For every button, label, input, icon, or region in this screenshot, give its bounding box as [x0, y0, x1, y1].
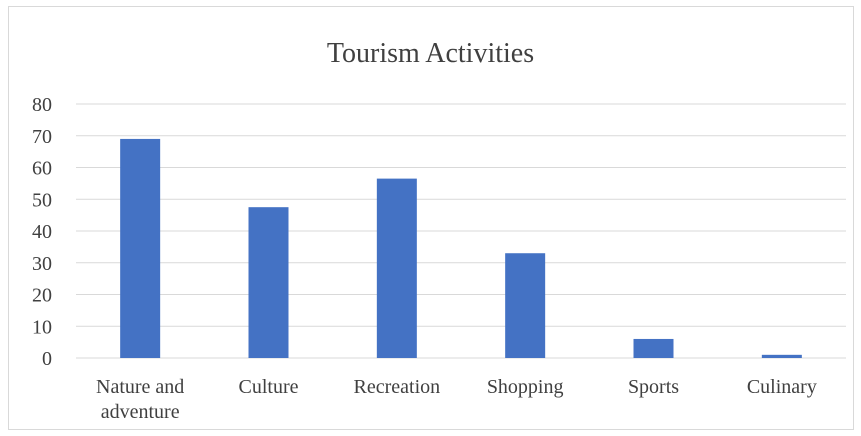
y-tick-label: 80	[32, 94, 52, 116]
y-tick-label: 50	[32, 189, 52, 211]
x-tick-label: Culinary	[747, 376, 817, 398]
y-tick-label: 60	[32, 158, 52, 180]
x-tick-label: Nature and adventure	[96, 376, 184, 423]
bar-nature-and-adventure	[120, 138, 161, 358]
x-tick-label: Sports	[628, 376, 679, 398]
y-tick-label: 10	[32, 316, 52, 338]
y-axis-ticks: 0 10 20 30 40 50 60 70 80	[32, 94, 52, 370]
y-tick-label: 0	[42, 348, 52, 370]
bar-sports	[633, 338, 674, 358]
bar-culinary	[761, 354, 802, 358]
bar-shopping	[505, 253, 546, 358]
y-tick-label: 40	[32, 221, 52, 243]
x-tick-label: Recreation	[354, 376, 441, 398]
bars	[120, 138, 802, 358]
y-tick-label: 20	[32, 285, 52, 307]
y-tick-label: 70	[32, 126, 52, 148]
bar-culture	[248, 207, 289, 358]
y-tick-label: 30	[32, 253, 52, 275]
x-tick-label: Culture	[239, 376, 299, 398]
x-axis-ticks: Nature and adventure Culture Recreation Shop…	[96, 376, 817, 423]
bar-recreation	[376, 178, 417, 358]
gridlines	[76, 103, 846, 359]
x-tick-label: Shopping	[487, 376, 564, 398]
chart-title: Tourism Activities	[326, 38, 535, 69]
